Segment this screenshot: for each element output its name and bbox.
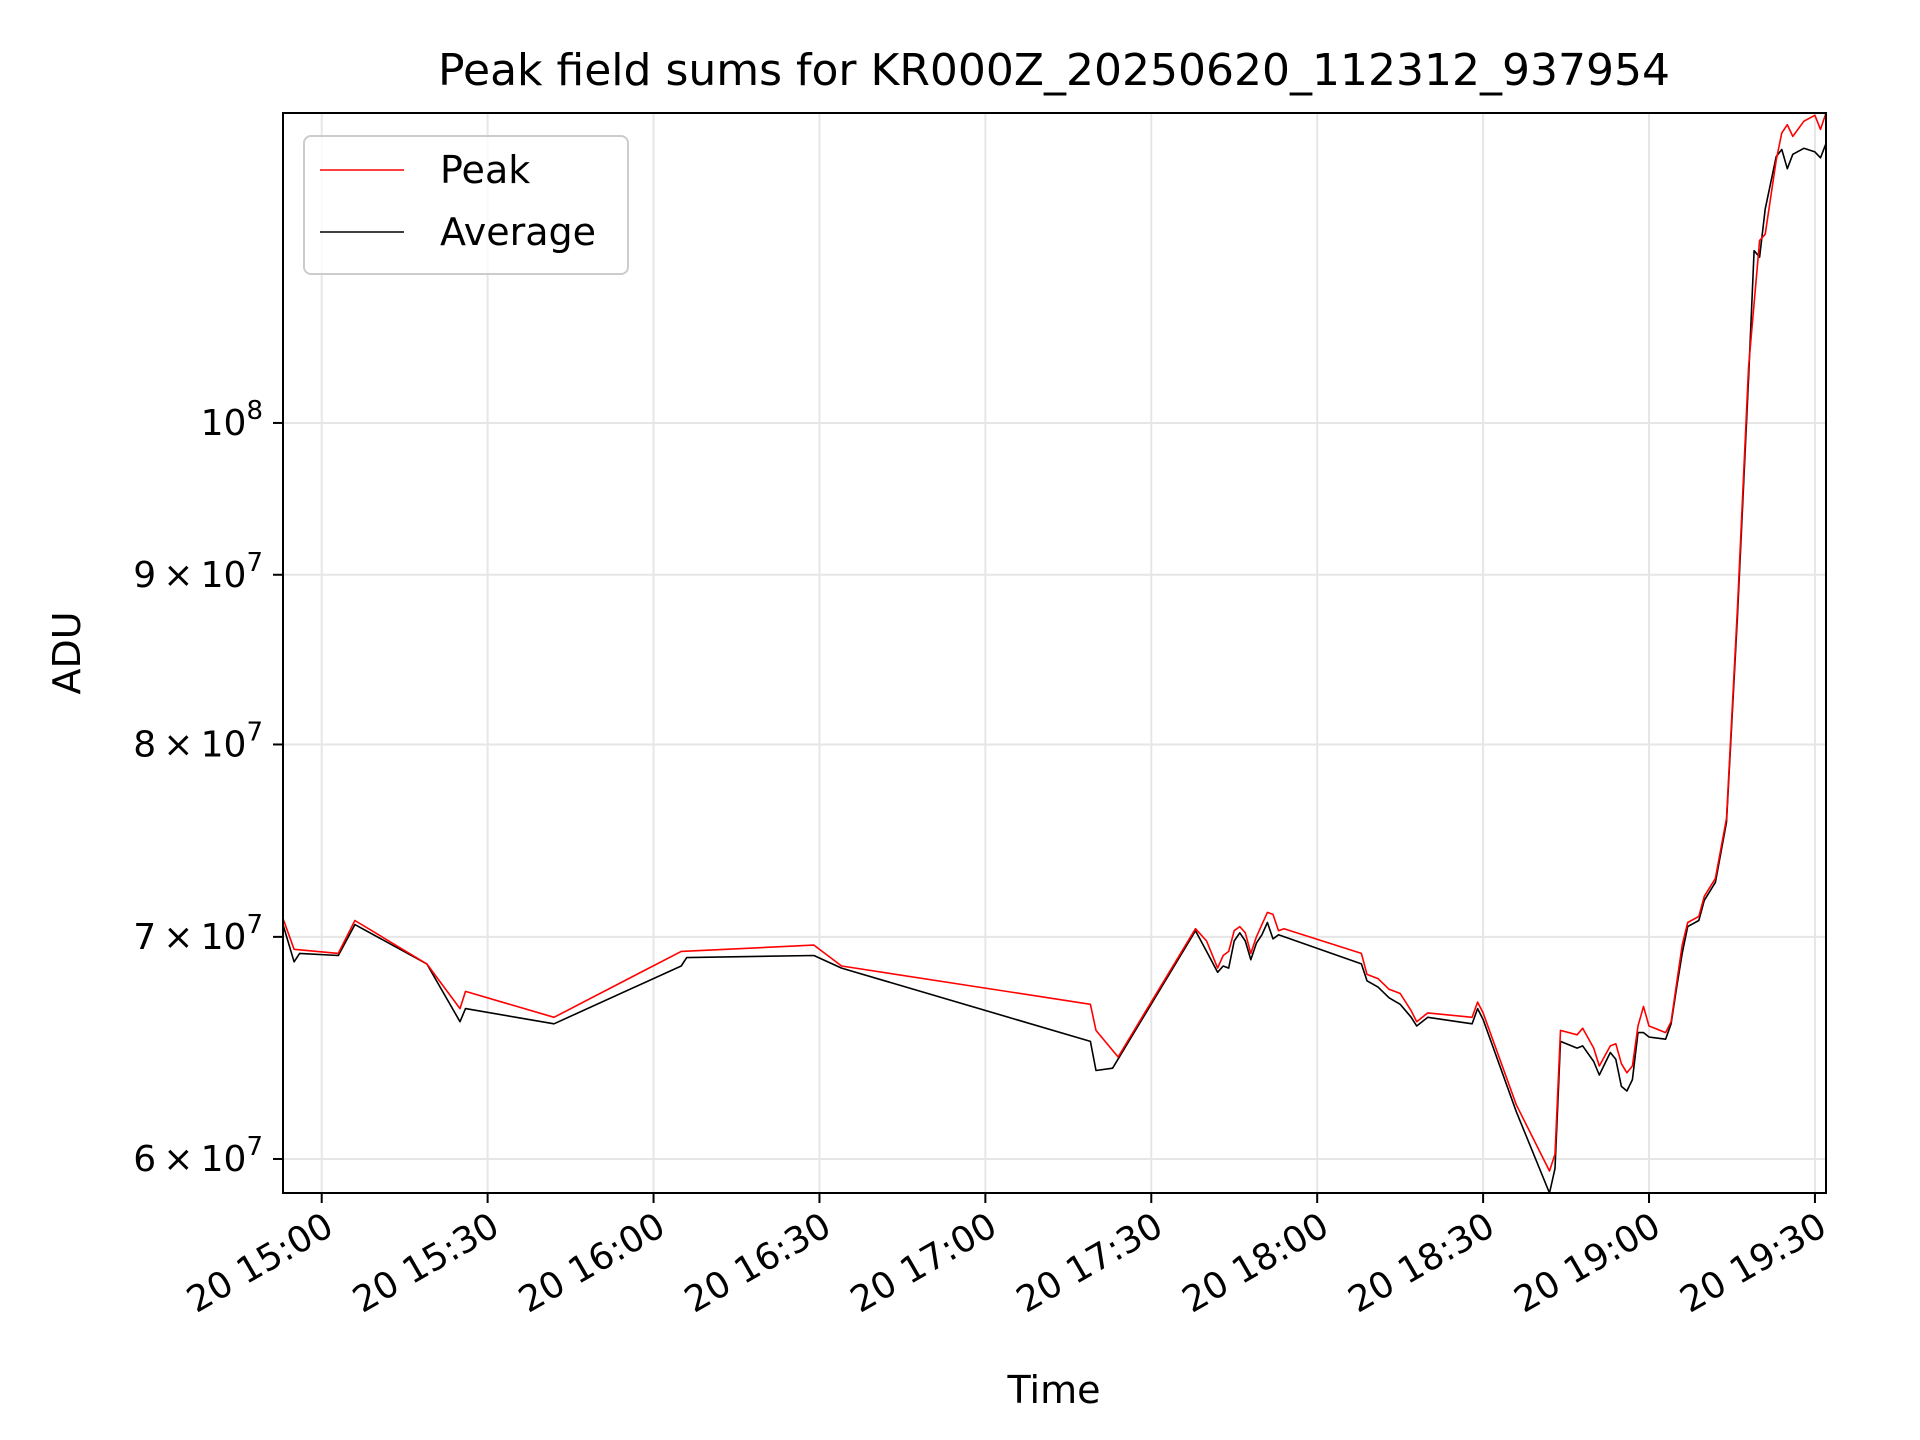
x-axis-label: Time xyxy=(1007,1368,1101,1412)
y-tick-label: 8 × 107 xyxy=(133,717,263,765)
y-tick-label: 6 × 107 xyxy=(133,1132,263,1180)
plot-frame xyxy=(282,112,1827,1194)
series-layer xyxy=(283,113,1826,1193)
series-line-peak xyxy=(283,113,1826,1172)
chart-title: Peak field sums for KR000Z_20250620_1123… xyxy=(438,45,1670,96)
y-tick-label: 9 × 107 xyxy=(133,548,263,596)
y-tick-label: 108 xyxy=(201,396,263,444)
y-tick-label: 7 × 107 xyxy=(133,910,263,958)
grid xyxy=(283,113,1826,1193)
y-axis-label: ADU xyxy=(45,611,89,694)
y-axis: 6 × 107 7 × 107 8 × 107 9 × 107 108 xyxy=(133,396,283,1180)
legend-peak-label: Peak xyxy=(440,148,530,192)
legend-average-label: Average xyxy=(440,210,596,254)
legend: Peak Average xyxy=(303,135,629,275)
